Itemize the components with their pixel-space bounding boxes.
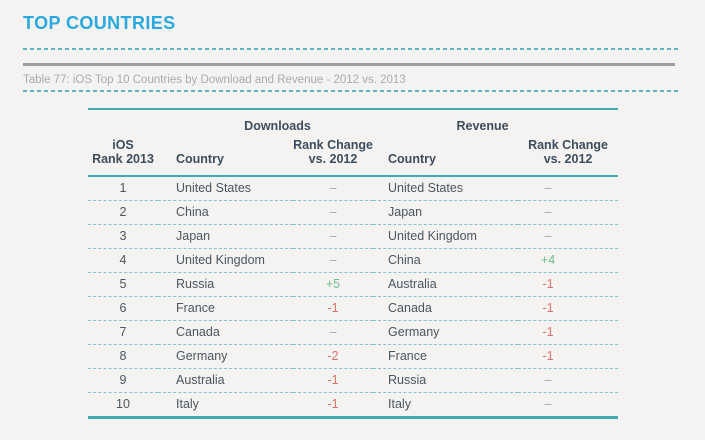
downloads-country-cell: Italy [158, 392, 293, 418]
revenue-change-cell: -1 [518, 272, 619, 297]
revenue-change-cell: -1 [518, 320, 619, 345]
rank-cell: 10 [88, 392, 158, 418]
revenue-country-cell: United Kingdom [373, 224, 519, 249]
table-row: 6 France -1 Canada -1 [88, 296, 619, 321]
downloads-country-cell: France [158, 296, 293, 321]
revenue-country-cell: Australia [373, 272, 519, 297]
table-row: 2 China – Japan – [88, 200, 619, 225]
table-row: 9 Australia -1 Russia – [88, 368, 619, 393]
downloads-country-cell: Japan [158, 224, 293, 249]
title-dashed-divider [23, 48, 678, 50]
group-header-row: Downloads Revenue [88, 109, 618, 133]
revenue-country-cell: Russia [373, 368, 519, 393]
col-header-revenue-change: Rank Change vs. 2012 [518, 133, 618, 176]
downloads-change-cell: +5 [293, 272, 374, 297]
rank-cell: 2 [88, 200, 158, 225]
col-header-revenue-country: Country [388, 152, 436, 166]
col-header-downloads-change-line2: vs. 2012 [308, 152, 358, 166]
table-caption: Table 77: iOS Top 10 Countries by Downlo… [23, 74, 406, 86]
table-row: 8 Germany -2 France -1 [88, 344, 619, 369]
downloads-change-cell: – [293, 224, 374, 249]
col-header-rank: iOS Rank 2013 [88, 133, 158, 176]
downloads-change-cell: -1 [293, 392, 374, 418]
rank-cell: 3 [88, 224, 158, 249]
table-row: 3 Japan – United Kingdom – [88, 224, 619, 249]
downloads-country-cell: Canada [158, 320, 293, 345]
revenue-country-cell: Japan [373, 200, 519, 225]
rank-cell: 7 [88, 320, 158, 345]
table-row: 7 Canada – Germany -1 [88, 320, 619, 345]
table-row: 10 Italy -1 Italy – [88, 392, 619, 418]
table-row: 1 United States – United States – [88, 176, 618, 201]
downloads-change-cell: – [329, 181, 337, 195]
rank-cell: 8 [88, 344, 158, 369]
group-header-spacer [88, 109, 158, 133]
report-page: TOP COUNTRIES Table 77: iOS Top 10 Count… [23, 13, 678, 419]
revenue-change-cell: – [518, 368, 619, 393]
downloads-change-cell: – [293, 248, 374, 273]
section-divider [23, 63, 675, 66]
col-header-downloads-change: Rank Change vs. 2012 [293, 133, 373, 176]
rank-cell: 6 [88, 296, 158, 321]
col-header-rank-line1: iOS [112, 138, 134, 152]
group-header-revenue: Revenue [456, 119, 509, 133]
downloads-country-cell: Germany [158, 344, 293, 369]
col-header-revenue-change-line1: Rank Change [528, 138, 608, 152]
revenue-country-cell: Germany [373, 320, 519, 345]
col-header-rank-line2: Rank 2013 [92, 152, 154, 166]
downloads-change-cell: -2 [293, 344, 374, 369]
rank-cell: 1 [119, 181, 127, 195]
table-header: Downloads Revenue iOS Rank 2013 Country … [88, 109, 619, 176]
downloads-country-cell: China [158, 200, 293, 225]
revenue-country-cell: China [373, 248, 519, 273]
column-header-row: iOS Rank 2013 Country Rank Change vs. 20… [88, 133, 618, 176]
downloads-country-cell: Russia [158, 272, 293, 297]
table-body: 1 United States – United States –2 China – Japa… [88, 176, 619, 418]
downloads-change-cell: – [293, 200, 374, 225]
table-row: 4 United Kingdom – China +4 [88, 248, 619, 273]
downloads-change-cell: -1 [293, 296, 374, 321]
table-row: 5 Russia +5 Australia -1 [88, 272, 619, 297]
downloads-change-cell: -1 [293, 368, 374, 393]
top-countries-table: Downloads Revenue iOS Rank 2013 Country … [88, 108, 619, 419]
revenue-change-cell: +4 [518, 248, 619, 273]
revenue-country-cell: France [373, 344, 519, 369]
revenue-change-cell: -1 [518, 296, 619, 321]
revenue-country-cell: United States [388, 181, 464, 195]
col-header-downloads-change-line1: Rank Change [293, 138, 373, 152]
col-header-downloads-country: Country [176, 152, 224, 166]
rank-cell: 5 [88, 272, 158, 297]
col-header-revenue-change-line2: vs. 2012 [543, 152, 593, 166]
revenue-country-cell: Italy [373, 392, 519, 418]
downloads-country-cell: United States [176, 181, 252, 195]
revenue-change-cell: – [518, 392, 619, 418]
downloads-change-cell: – [293, 320, 374, 345]
caption-dashed-divider [23, 90, 678, 92]
revenue-change-cell: – [518, 200, 619, 225]
revenue-change-cell: -1 [518, 344, 619, 369]
group-header-downloads: Downloads [244, 119, 311, 133]
revenue-change-cell: – [518, 224, 619, 249]
downloads-country-cell: Australia [158, 368, 293, 393]
revenue-country-cell: Canada [373, 296, 519, 321]
rank-cell: 9 [88, 368, 158, 393]
revenue-change-cell: – [544, 181, 552, 195]
page-title: TOP COUNTRIES [23, 13, 176, 33]
rank-cell: 4 [88, 248, 158, 273]
downloads-country-cell: United Kingdom [158, 248, 293, 273]
